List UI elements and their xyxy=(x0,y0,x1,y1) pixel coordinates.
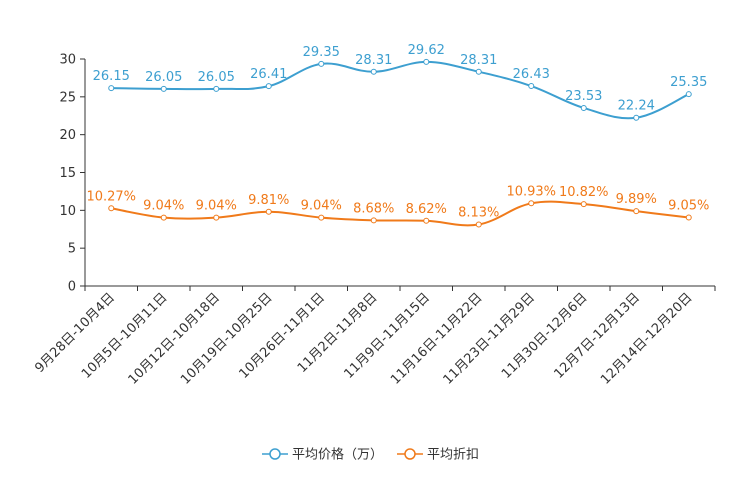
x-tick-label: 11月23日-11月29日 xyxy=(441,290,538,387)
data-label: 10.93% xyxy=(506,184,556,199)
data-label: 9.04% xyxy=(301,199,342,214)
series-layer: 26.15 26.05 26.05 26.41 29.35 28.31 29.62 28.31… xyxy=(86,43,709,228)
y-tick-label: 20 xyxy=(59,128,76,143)
data-point xyxy=(265,208,272,215)
data-label: 28.31 xyxy=(460,53,497,68)
data-point xyxy=(265,83,272,90)
data-point xyxy=(475,221,482,228)
data-label: 29.62 xyxy=(408,43,445,58)
x-axis: 9月28日-10月4日10月5日-10月11日10月12日-10月18日10月1… xyxy=(32,285,716,388)
y-tick-label: 15 xyxy=(59,166,76,181)
data-label: 8.13% xyxy=(458,205,499,220)
series-2: 10.27% 9.04% 9.04% 9.81% 9.04% 8.68% 8.62% 8.13… xyxy=(86,184,709,228)
data-point xyxy=(160,214,167,221)
data-point xyxy=(318,214,325,221)
data-point xyxy=(213,214,220,221)
data-point xyxy=(580,104,587,111)
data-point xyxy=(685,91,692,98)
x-tick-label: 10月12日-10月18日 xyxy=(126,290,223,387)
data-point xyxy=(633,114,640,121)
data-label: 9.89% xyxy=(616,192,657,207)
data-label: 10.27% xyxy=(86,189,136,204)
legend: 平均价格（万） 平均折扣 xyxy=(262,447,479,463)
data-point xyxy=(370,217,377,224)
legend-item-1[interactable]: 平均价格（万） xyxy=(262,447,383,463)
data-label: 26.15 xyxy=(93,69,130,84)
series-line xyxy=(111,200,689,227)
data-label: 29.35 xyxy=(303,45,340,60)
data-point xyxy=(423,217,430,224)
data-point xyxy=(213,85,220,92)
data-point xyxy=(528,200,535,207)
data-label: 9.05% xyxy=(668,199,709,214)
data-point xyxy=(108,85,115,92)
data-label: 26.05 xyxy=(145,70,182,85)
y-tick-label: 0 xyxy=(68,280,76,295)
data-point xyxy=(370,68,377,75)
data-label: 26.41 xyxy=(250,67,287,82)
data-label: 8.62% xyxy=(406,202,447,217)
data-point xyxy=(633,208,640,215)
data-label: 9.81% xyxy=(248,193,289,208)
y-axis: 0 5 10 15 20 25 30 xyxy=(59,53,86,295)
data-point xyxy=(423,58,430,65)
data-label: 23.53 xyxy=(565,89,602,104)
data-label: 9.04% xyxy=(143,199,184,214)
y-tick-label: 10 xyxy=(59,204,76,219)
data-label: 10.82% xyxy=(559,185,609,200)
data-label: 26.05 xyxy=(198,70,235,85)
legend-item-2[interactable]: 平均折扣 xyxy=(397,448,479,463)
data-point xyxy=(318,60,325,67)
y-tick-label: 5 xyxy=(68,242,76,257)
y-tick-label: 30 xyxy=(59,53,76,68)
legend-circle-marker xyxy=(404,448,416,460)
legend-label: 平均折扣 xyxy=(427,448,479,463)
data-point xyxy=(580,201,587,208)
x-tick-label: 10月19日-10月25日 xyxy=(178,290,275,387)
data-label: 28.31 xyxy=(355,53,392,68)
data-label: 8.68% xyxy=(353,201,394,216)
data-label: 9.04% xyxy=(196,199,237,214)
data-point xyxy=(108,205,115,212)
x-tick-label: 11月16日-11月22日 xyxy=(388,290,485,387)
legend-label: 平均价格（万） xyxy=(292,447,383,463)
data-point xyxy=(160,85,167,92)
data-point xyxy=(528,83,535,90)
x-tick-label: 12月14日-12月20日 xyxy=(598,290,695,387)
data-label: 22.24 xyxy=(618,99,655,114)
data-point xyxy=(685,214,692,221)
data-label: 26.43 xyxy=(513,67,550,82)
data-point xyxy=(475,68,482,75)
legend-circle-marker xyxy=(269,448,281,460)
y-tick-label: 25 xyxy=(59,90,76,105)
series-1: 26.15 26.05 26.05 26.41 29.35 28.31 29.62 28.31… xyxy=(93,43,707,121)
series-line xyxy=(111,60,690,120)
data-label: 25.35 xyxy=(670,75,707,90)
